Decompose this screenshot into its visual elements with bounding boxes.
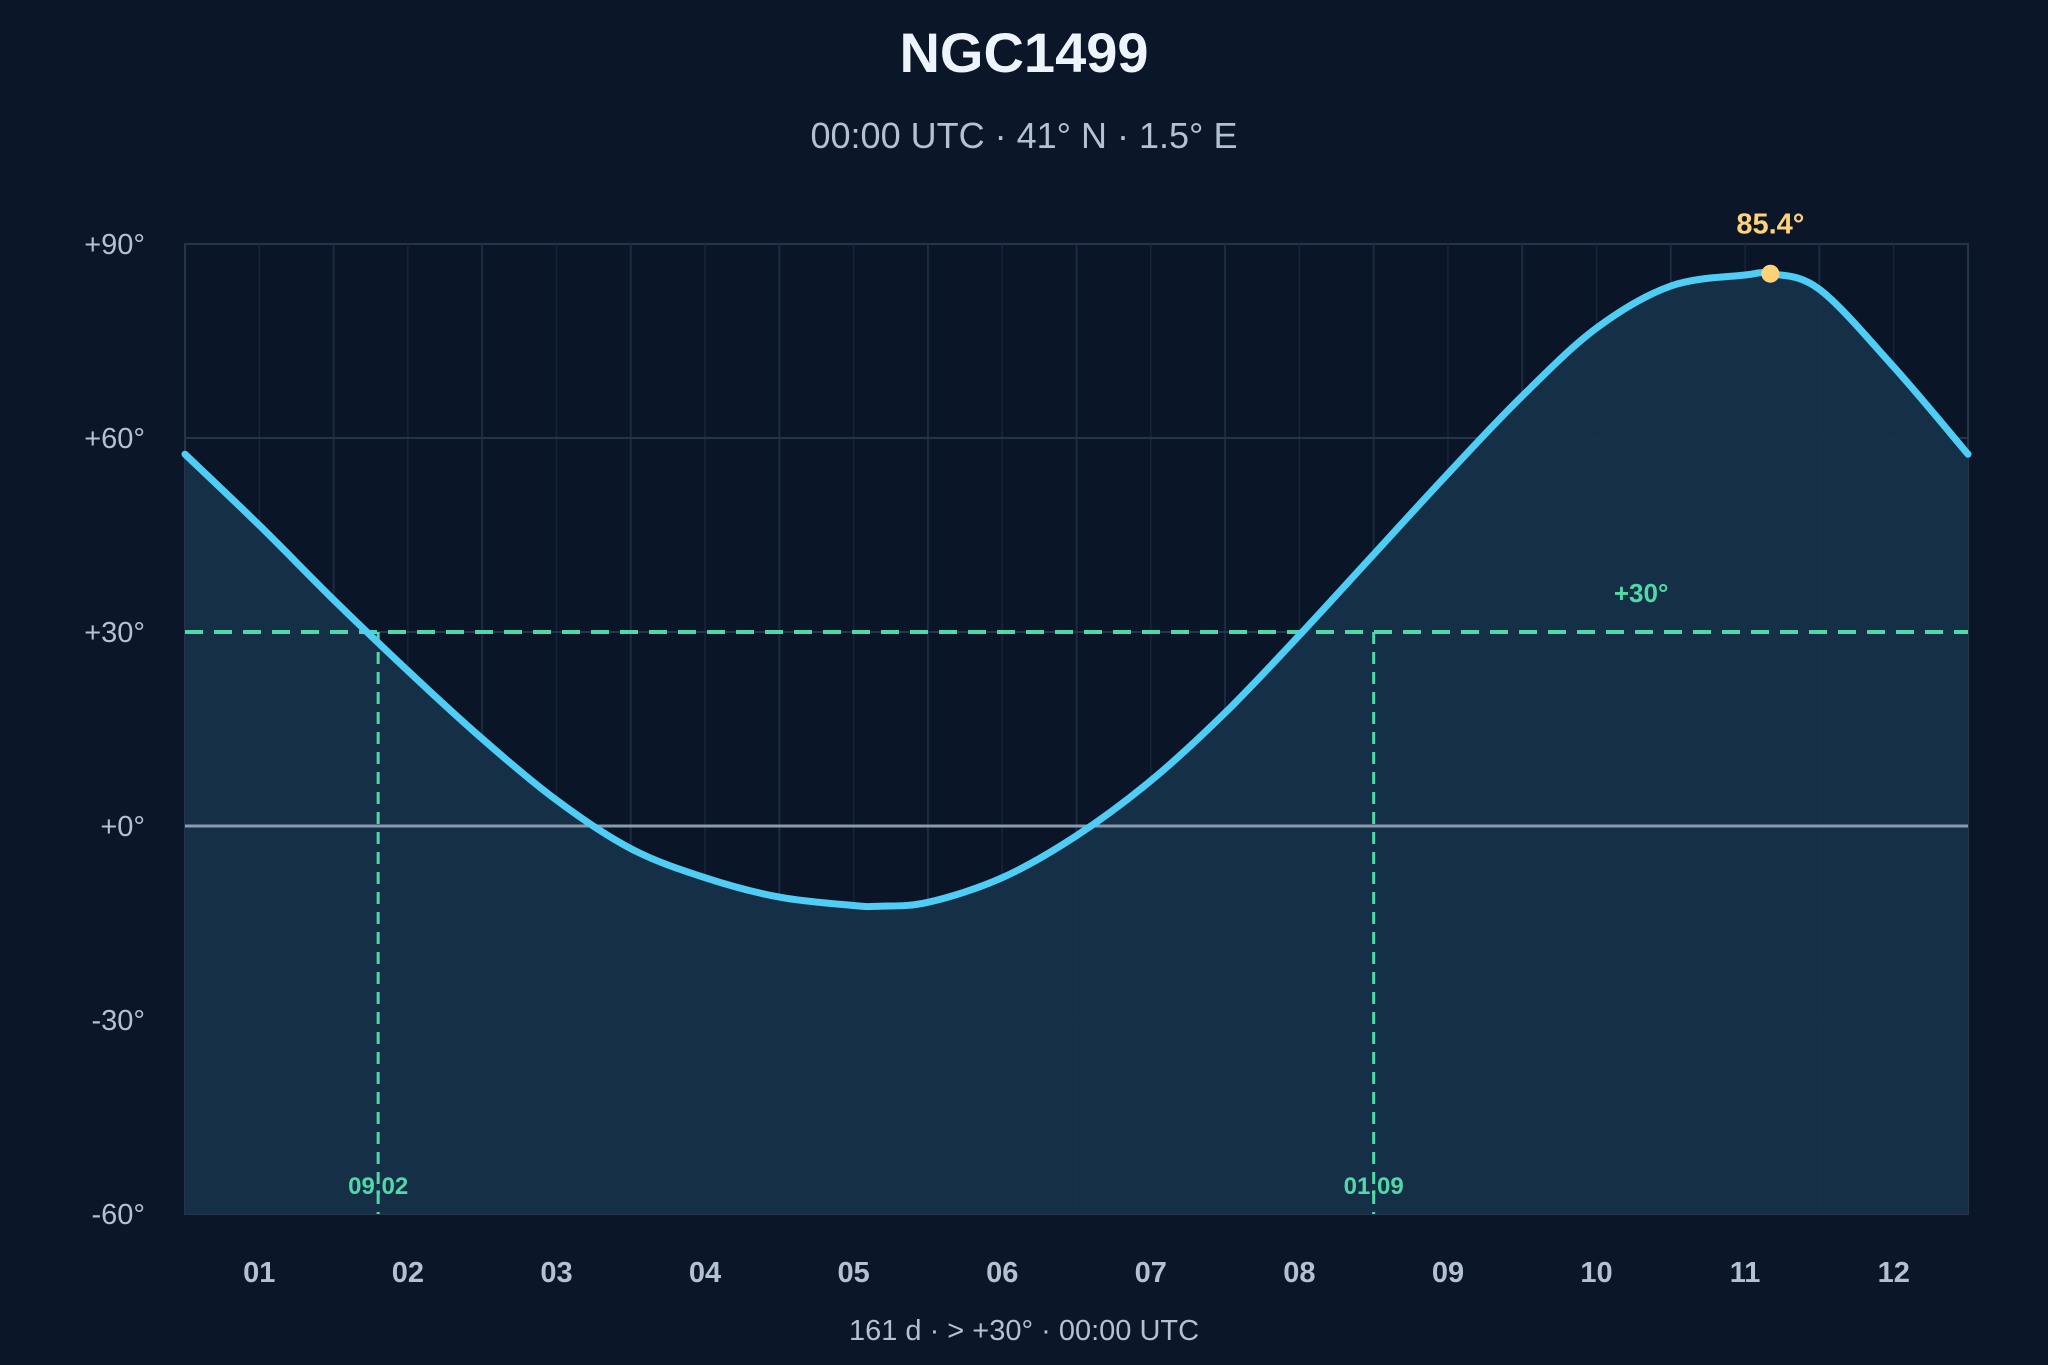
chart-subtitle: 00:00 UTC · 41° N · 1.5° E (811, 115, 1238, 156)
x-tick-label: 12 (1878, 1257, 1910, 1289)
threshold-label: +30° (1614, 578, 1669, 608)
crossing-label: 01.09 (1344, 1173, 1404, 1200)
x-tick-labels: 01 02 03 04 05 06 07 08 09 10 11 12 (243, 1257, 1910, 1289)
chart-title: NGC1499 (899, 21, 1148, 84)
peak-label: 85.4° (1736, 209, 1804, 241)
x-tick-label: 07 (1135, 1257, 1167, 1289)
x-tick-label: 06 (986, 1257, 1018, 1289)
x-tick-label: 05 (837, 1257, 869, 1289)
crossing-lines: 09.02 01.09 (348, 632, 1404, 1214)
x-tick-label: 01 (243, 1257, 275, 1289)
y-tick-label: +60° (84, 423, 145, 455)
crossing-label: 09.02 (348, 1173, 408, 1200)
altitude-curve-layer (181, 269, 1972, 911)
x-tick-label: 09 (1432, 1257, 1464, 1289)
y-tick-label: -60° (91, 1199, 145, 1231)
x-tick-label: 03 (540, 1257, 572, 1289)
peak-marker-layer: 85.4° (1736, 209, 1804, 283)
y-tick-label: +0° (100, 811, 145, 843)
chart-footer: 161 d · > +30° · 00:00 UTC (849, 1315, 1199, 1347)
y-tick-label: +90° (84, 229, 145, 261)
x-tick-label: 02 (392, 1257, 424, 1289)
x-tick-label: 11 (1730, 1257, 1761, 1289)
y-tick-label: +30° (84, 617, 145, 649)
altitude-curve (181, 269, 1972, 911)
y-tick-label: -30° (91, 1005, 145, 1037)
peak-marker (1761, 264, 1780, 283)
x-tick-label: 04 (689, 1257, 721, 1289)
x-tick-label: 08 (1283, 1257, 1315, 1289)
x-tick-label: 10 (1580, 1257, 1612, 1289)
altitude-area-layer (185, 272, 1968, 1214)
altitude-area (185, 272, 1968, 1214)
y-tick-labels: +90° +60° +30° +0° -30° -60° (84, 229, 145, 1231)
